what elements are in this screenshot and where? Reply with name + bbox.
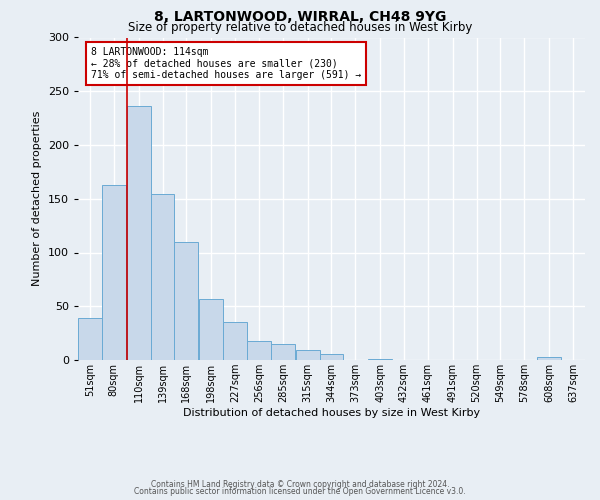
Bar — [223, 322, 247, 360]
Bar — [296, 350, 320, 360]
Bar — [175, 242, 199, 360]
Text: Contains HM Land Registry data © Crown copyright and database right 2024.: Contains HM Land Registry data © Crown c… — [151, 480, 449, 489]
Bar — [247, 340, 271, 360]
Bar — [537, 357, 561, 360]
Bar — [78, 318, 102, 360]
Text: Contains public sector information licensed under the Open Government Licence v3: Contains public sector information licen… — [134, 487, 466, 496]
X-axis label: Distribution of detached houses by size in West Kirby: Distribution of detached houses by size … — [183, 408, 480, 418]
Bar — [127, 106, 151, 360]
Bar — [320, 354, 343, 360]
Bar — [151, 194, 175, 360]
Bar — [368, 359, 392, 360]
Y-axis label: Number of detached properties: Number of detached properties — [32, 111, 42, 286]
Bar — [102, 185, 126, 360]
Text: Size of property relative to detached houses in West Kirby: Size of property relative to detached ho… — [128, 21, 472, 34]
Bar — [199, 298, 223, 360]
Text: 8 LARTONWOOD: 114sqm
← 28% of detached houses are smaller (230)
71% of semi-deta: 8 LARTONWOOD: 114sqm ← 28% of detached h… — [91, 47, 361, 80]
Text: 8, LARTONWOOD, WIRRAL, CH48 9YG: 8, LARTONWOOD, WIRRAL, CH48 9YG — [154, 10, 446, 24]
Bar — [271, 344, 295, 360]
